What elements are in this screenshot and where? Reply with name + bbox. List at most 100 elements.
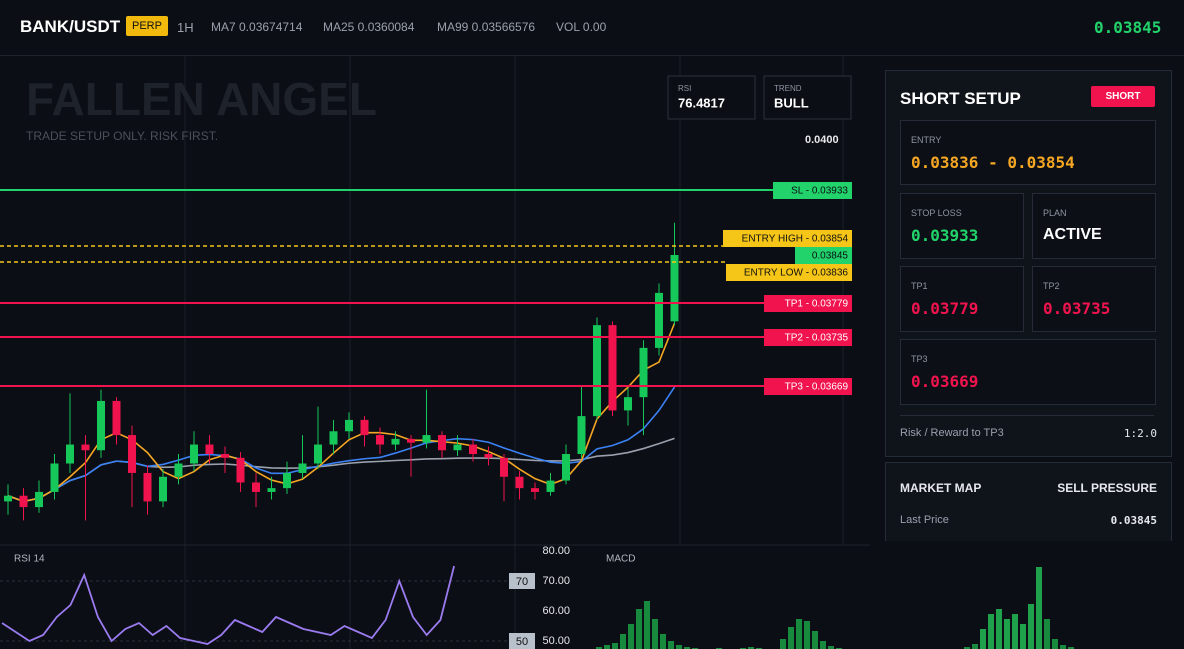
- level-label: SL - 0.03933: [791, 186, 848, 197]
- tp1-box: TP1 0.03779: [900, 266, 1024, 332]
- macd-bar: [780, 639, 786, 649]
- macd-bar: [1004, 619, 1010, 649]
- macd-bar: [1052, 639, 1058, 649]
- candle-body: [438, 435, 446, 451]
- level-tag: [764, 295, 852, 312]
- ma7: MA7 0.03674714: [211, 20, 303, 34]
- candle-body: [391, 438, 400, 445]
- level-tag: [773, 182, 852, 199]
- macd-bar: [644, 601, 650, 649]
- candle-body: [422, 435, 431, 443]
- candle-body: [174, 463, 183, 477]
- candle-body: [500, 457, 508, 477]
- market-status: SELL PRESSURE: [1057, 481, 1157, 495]
- macd-bar: [660, 634, 666, 649]
- last-price: 0.03845: [1094, 18, 1162, 37]
- candle-body: [190, 444, 198, 464]
- label: STOP LOSS: [911, 208, 962, 218]
- label: TP2: [1043, 281, 1060, 291]
- value: 0.03933: [911, 226, 979, 245]
- candle-body: [159, 476, 167, 502]
- rr-label: Risk / Reward to TP3: [900, 427, 1004, 439]
- price-tick: 0.0400: [805, 134, 839, 146]
- macd-bar: [596, 647, 602, 649]
- candle-body: [128, 435, 136, 473]
- value: 0.03836 - 0.03854: [911, 153, 1075, 172]
- label: PLAN: [1043, 208, 1067, 218]
- level-label: ENTRY HIGH - 0.03854: [742, 234, 849, 245]
- macd-bar: [996, 609, 1002, 649]
- interval[interactable]: 1H: [177, 20, 194, 35]
- short-badge[interactable]: SHORT: [1091, 86, 1155, 107]
- value: 0.03735: [1043, 299, 1111, 318]
- candle-body: [205, 444, 214, 455]
- label: TP3: [911, 354, 928, 364]
- macd-bar: [988, 614, 994, 649]
- setup-card: SHORT SETUP SHORT ENTRY 0.03836 - 0.03854…: [885, 70, 1172, 457]
- rsi-tick-label: 80.00: [542, 545, 570, 557]
- macd-bar: [1060, 645, 1066, 649]
- macd-bar: [676, 645, 682, 649]
- badge: PERP: [126, 16, 168, 36]
- macd-bar: [828, 646, 834, 649]
- tagline: TRADE SETUP ONLY. RISK FIRST.: [26, 129, 218, 143]
- macd-bar: [812, 631, 818, 649]
- candle-body: [267, 488, 276, 492]
- macd-bar: [1036, 567, 1042, 649]
- sl-box: STOP LOSS 0.03933: [900, 193, 1024, 259]
- ma99: MA99 0.03566576: [437, 20, 536, 34]
- level-label: TP3 - 0.03669: [785, 382, 849, 393]
- rsi-tick-label: 70.00: [542, 575, 570, 587]
- value: 0.03669: [911, 372, 979, 391]
- entry-box: ENTRY 0.03836 - 0.03854: [900, 120, 1156, 185]
- rsi-marker-label: 50: [516, 636, 528, 648]
- macd-bar: [804, 621, 810, 649]
- macd-bar: [964, 647, 970, 649]
- plan-box: PLAN ACTIVE: [1032, 193, 1156, 259]
- macd-bar: [796, 619, 802, 649]
- macd-bar: [820, 641, 826, 649]
- level-label: TP1 - 0.03779: [785, 299, 849, 310]
- candle-body: [469, 444, 477, 455]
- candle-body: [562, 454, 570, 481]
- macd-bar: [1020, 624, 1026, 649]
- candle-body: [66, 444, 74, 464]
- market-map-card: MARKET MAP SELL PRESSURE Last Price 0.03…: [885, 462, 1172, 541]
- trend-value: BULL: [774, 95, 809, 110]
- last-value: 0.03845: [1110, 514, 1157, 527]
- trend-label: TREND: [774, 84, 802, 93]
- candle-body: [593, 325, 601, 417]
- candle-body: [577, 416, 586, 455]
- candle-body: [236, 457, 245, 483]
- candle-body: [639, 347, 648, 398]
- symbol: BANK/USDT: [20, 17, 121, 36]
- rr-value: 1:2.0: [1123, 427, 1157, 440]
- value: 0.03779: [911, 299, 979, 318]
- candle-body: [515, 476, 524, 489]
- candle-body: [97, 400, 105, 451]
- rsi-title: RSI 14: [14, 554, 45, 565]
- candle-body: [314, 444, 322, 464]
- candle-body: [531, 488, 539, 492]
- macd-bar: [1044, 619, 1050, 649]
- candle-body: [298, 463, 307, 473]
- rsi-tick-label: 60.00: [542, 605, 570, 617]
- level-label: 0.03845: [812, 251, 849, 262]
- label: TP1: [911, 281, 928, 291]
- rsi-line: [1, 565, 455, 645]
- candle-body: [608, 325, 617, 411]
- candle-body: [453, 444, 462, 451]
- rsi-marker-label: 70: [516, 576, 528, 588]
- rsi-value: 76.4817: [678, 95, 725, 110]
- candle-body: [655, 292, 663, 348]
- level-tag: [723, 230, 852, 247]
- candle-body: [624, 397, 632, 411]
- candle-body: [50, 463, 59, 492]
- rsi-label: RSI: [678, 84, 691, 93]
- candle-body: [112, 400, 121, 436]
- candle-body: [376, 435, 384, 445]
- candle-body: [143, 472, 152, 502]
- value: ACTIVE: [1043, 226, 1102, 243]
